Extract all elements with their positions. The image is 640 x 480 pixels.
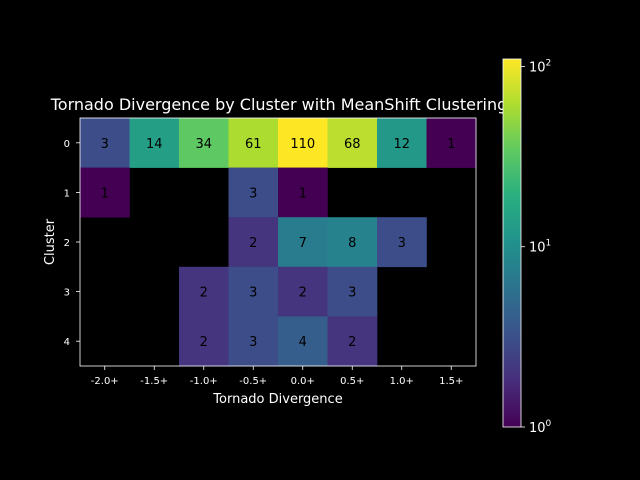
cell-value-label: 1	[299, 186, 307, 201]
cell-value-label: 7	[299, 236, 307, 251]
colorbar-tick-label: 100	[529, 419, 552, 436]
cell-value-label: 110	[290, 137, 315, 152]
heatmap-cell	[228, 266, 279, 317]
cell-value-label: 3	[249, 186, 257, 201]
heatmap-cell	[327, 217, 378, 268]
cell-value-label: 3	[398, 236, 406, 251]
heatmap-cell	[80, 167, 130, 218]
y-axis-ticks: 0 1 2 3 4	[64, 139, 80, 348]
chart-title: Tornado Divergence by Cluster with MeanS…	[50, 95, 508, 114]
colorbar	[502, 58, 522, 428]
x-tick-label: -1.5+	[140, 376, 168, 387]
heatmap-cell	[129, 118, 180, 168]
heatmap-cell	[278, 266, 328, 317]
cell-value-label: 2	[299, 286, 307, 301]
heatmap-cell	[228, 217, 279, 268]
cell-value-label: 34	[195, 137, 212, 152]
cell-value-label: 3	[101, 137, 109, 152]
x-tick-label: -1.0+	[190, 376, 218, 387]
x-tick-label: 1.5+	[439, 376, 463, 387]
x-axis-ticks: -2.0+ -1.5+ -1.0+ -0.5+ 0.0+ 0.5+ 1.0+ 1.5+	[91, 366, 463, 387]
colorbar-tick-label: 102	[529, 58, 551, 75]
y-tick-label: 2	[64, 238, 70, 249]
heatmap-cell	[278, 316, 328, 367]
heatmap-cell	[228, 118, 279, 168]
colorbar-tick-label: 101	[529, 239, 551, 256]
cell-value-label: 2	[200, 286, 208, 301]
y-tick-label: 0	[64, 139, 70, 150]
y-axis-label: Cluster	[43, 218, 58, 265]
cell-value-label: 2	[348, 335, 356, 350]
heatmap-cell	[179, 316, 229, 367]
cell-value-label: 1	[101, 186, 109, 201]
heatmap-cell	[426, 118, 477, 168]
cell-value-label: 68	[344, 137, 361, 152]
heatmap-cell	[278, 217, 328, 268]
heatmap-cells: 3 14 34 61 110 68 12 11 3 12 7 8 32 3 2 32 3 4 2	[80, 118, 477, 367]
cell-value-label: 1	[447, 137, 455, 152]
x-tick-label: 1.0+	[390, 376, 414, 387]
plot-frame	[79, 117, 477, 367]
heatmap-cell	[278, 167, 328, 218]
heatmap-cell	[327, 316, 378, 367]
y-tick-label: 3	[64, 288, 70, 299]
cell-value-label: 14	[146, 137, 163, 152]
cell-value-label: 2	[200, 335, 208, 350]
heatmap-cell	[80, 118, 130, 168]
heatmap-cell	[327, 266, 378, 317]
x-tick-label: 0.5+	[340, 376, 364, 387]
cell-value-label: 3	[249, 286, 257, 301]
x-tick-label: -2.0+	[91, 376, 119, 387]
heatmap-cell	[179, 266, 229, 317]
heatmap-cell	[228, 167, 279, 218]
cell-value-label: 8	[348, 236, 356, 251]
x-axis-label: Tornado Divergence	[212, 392, 342, 407]
cell-value-label: 3	[348, 286, 356, 301]
heatmap-cell	[377, 217, 427, 268]
x-tick-label: 0.0+	[291, 376, 315, 387]
cell-value-label: 12	[393, 137, 410, 152]
cell-value-label: 2	[249, 236, 257, 251]
heatmap-cell	[278, 118, 328, 168]
heatmap-cell	[377, 118, 427, 168]
y-tick-label: 1	[64, 188, 70, 199]
x-tick-label: -0.5+	[239, 376, 267, 387]
cell-value-label: 3	[249, 335, 257, 350]
heatmap-cell	[327, 118, 378, 168]
heatmap-cell	[179, 118, 229, 168]
heatmap-cell	[228, 316, 279, 367]
cell-value-label: 61	[245, 137, 262, 152]
y-tick-label: 4	[64, 337, 70, 348]
cell-value-label: 4	[299, 335, 307, 350]
colorbar-ticks: 100 101 102	[521, 58, 552, 436]
